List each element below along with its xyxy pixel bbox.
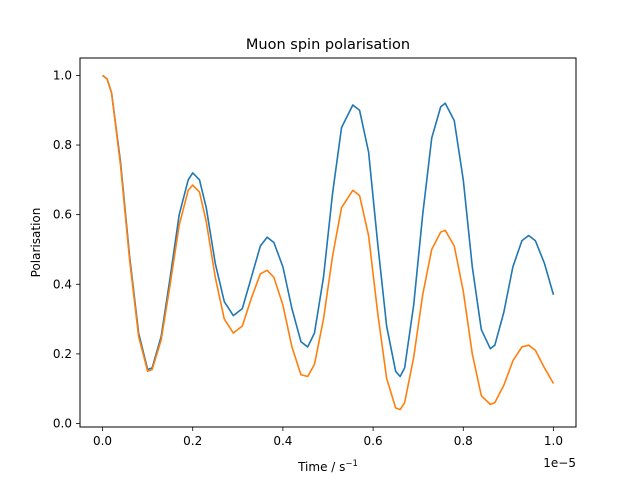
y-axis-title: Polarisation xyxy=(29,208,43,278)
y-tick-label: 0.4 xyxy=(53,277,72,291)
plot-frame xyxy=(79,57,577,428)
x-tick-label: 0.8 xyxy=(454,434,473,448)
y-tick-label: 1.0 xyxy=(53,68,72,82)
series-lines xyxy=(102,74,555,411)
series-line-2 xyxy=(102,74,555,411)
chart-title: Muon spin polarisation xyxy=(246,37,410,53)
x-tick-label: 0.4 xyxy=(273,434,292,448)
x-axis-title-superscript: −1 xyxy=(345,459,358,469)
y-tick-label: 0.6 xyxy=(53,208,72,222)
series-line-1 xyxy=(102,74,555,378)
x-axis-offset-text: 1e−5 xyxy=(543,456,576,470)
y-tick-label: 0.8 xyxy=(53,138,72,152)
y-tick-label: 0.0 xyxy=(53,417,72,431)
x-tick-label: 1.0 xyxy=(544,434,563,448)
x-tick-label: 0.6 xyxy=(364,434,383,448)
x-axis-title: Time / s−1 xyxy=(297,459,358,474)
y-tick-label: 0.2 xyxy=(53,347,72,361)
x-tick-label: 0.0 xyxy=(93,434,112,448)
x-tick-label: 0.2 xyxy=(183,434,202,448)
x-axis-title-main: Time / s xyxy=(297,460,345,474)
axis-ticks: 0.0 0.2 0.4 0.6 0.8 1.0 0.0 0.2 0.4 0.6 0.8 1.0 xyxy=(53,68,563,448)
